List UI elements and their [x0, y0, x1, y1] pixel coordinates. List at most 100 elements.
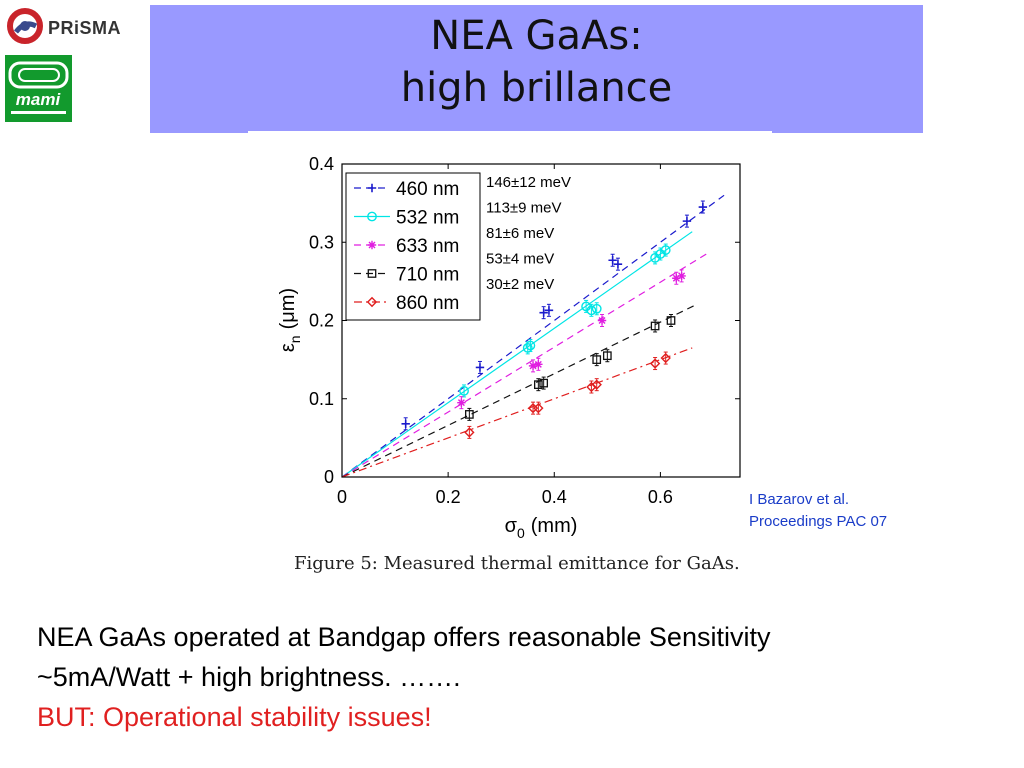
- citation: I Bazarov et al. Proceedings PAC 07: [749, 489, 887, 533]
- square-marker: [367, 269, 377, 278]
- plus-marker: [608, 256, 617, 265]
- square-marker: [592, 355, 602, 364]
- body-line-2: ~5mA/Watt + high brightness. …….: [37, 662, 461, 692]
- plus-marker: [613, 259, 623, 269]
- body-text: NEA GaAs operated at Bandgap offers reas…: [37, 617, 770, 737]
- x-tick-label: 0.2: [436, 487, 461, 507]
- plus-marker: [539, 308, 548, 317]
- mami-logo-text: mami: [16, 90, 62, 109]
- plus-marker: [682, 216, 692, 226]
- circle-marker: [522, 342, 533, 353]
- energy-label: 53±4 meV: [486, 251, 554, 268]
- prisma-logo: PRiSMA: [6, 6, 131, 48]
- data-point: [539, 306, 548, 320]
- energy-label: 81±6 meV: [486, 225, 554, 242]
- plus-marker: [544, 306, 554, 315]
- y-tick-label: 0.4: [309, 154, 334, 174]
- x-axis-label: σ0 (mm): [505, 515, 578, 541]
- data-point: [660, 243, 671, 257]
- data-point: [533, 401, 544, 415]
- data-point: [698, 200, 708, 214]
- data-point: [591, 378, 602, 392]
- data-point: [464, 425, 475, 439]
- y-tick-label: 0.1: [309, 389, 334, 409]
- data-point: [401, 417, 410, 431]
- fit-lines: [341, 194, 725, 478]
- body-line-1: NEA GaAs operated at Bandgap offers reas…: [37, 622, 771, 652]
- circle-marker: [525, 340, 536, 351]
- circle-marker: [586, 305, 597, 316]
- data-point: [649, 357, 661, 371]
- energy-label: 113±9 meV: [486, 200, 562, 217]
- data-point: [592, 353, 602, 367]
- star-marker: [457, 398, 466, 407]
- diamond-marker: [660, 352, 671, 364]
- plus-marker: [367, 183, 377, 193]
- data-point: [528, 359, 538, 373]
- data-point: [465, 407, 474, 421]
- diamond-marker: [366, 296, 378, 308]
- title-line-2: high brillance: [400, 65, 673, 111]
- data-point: [597, 314, 607, 327]
- y-tick-label: 0.3: [309, 232, 334, 252]
- diamond-marker: [533, 402, 544, 414]
- legend-label: 710 nm: [396, 265, 459, 286]
- data-point: [666, 314, 676, 327]
- energy-label: 146±12 meV: [486, 174, 571, 191]
- prisma-swirl-icon: [7, 8, 43, 44]
- legend-label: 460 nm: [396, 179, 459, 200]
- x-tick-label: 0.6: [648, 487, 673, 507]
- data-point: [522, 341, 533, 355]
- circle-marker: [591, 303, 602, 314]
- data-point: [672, 271, 681, 285]
- body-line-3-warning: BUT: Operational stability issues!: [37, 702, 432, 732]
- legend-box: [345, 172, 481, 321]
- title-line-1: NEA GaAs:: [430, 13, 643, 59]
- data-points: [401, 200, 708, 439]
- data-point: [608, 253, 617, 267]
- data-point: [602, 349, 612, 363]
- data-point: [586, 303, 597, 317]
- figure-caption: Figure 5: Measured thermal emittance for…: [294, 553, 740, 574]
- y-tick-label: 0: [324, 467, 334, 487]
- mami-logo: mami: [5, 55, 72, 122]
- data-point: [613, 257, 623, 271]
- circle-marker: [459, 386, 469, 396]
- title-band: [150, 5, 923, 133]
- diamond-marker: [649, 358, 661, 369]
- slide-title: NEA GaAs: high brillance: [150, 10, 923, 114]
- fit-line: [341, 303, 698, 478]
- legend-label: 860 nm: [396, 293, 459, 314]
- fit-line: [341, 347, 693, 478]
- citation-line-2: Proceedings PAC 07: [749, 513, 888, 530]
- emittance-chart: 0 0.2 0.4 0.6 0 0.1 0.2 0.3 0.4 460 nm 532 nm 633 …: [240, 140, 785, 585]
- star-marker: [534, 360, 543, 369]
- diamond-marker: [591, 379, 602, 390]
- data-point: [459, 384, 469, 398]
- plus-marker: [698, 202, 708, 212]
- square-marker: [602, 351, 612, 361]
- star-marker: [597, 316, 607, 325]
- circle-marker: [660, 245, 671, 255]
- energy-label: 30±2 meV: [486, 276, 554, 293]
- star-marker: [367, 240, 377, 250]
- data-point: [475, 360, 485, 374]
- star-marker: [528, 361, 538, 371]
- data-point: [660, 351, 671, 365]
- data-point: [525, 339, 536, 353]
- plus-marker: [401, 419, 410, 428]
- data-point: [544, 303, 554, 317]
- x-tick-label: 0.4: [542, 487, 567, 507]
- citation-line-1: I Bazarov et al.: [749, 491, 850, 508]
- energy-labels: 146±12 meV 113±9 meV 81±6 meV 53±4 meV 30±2 …: [486, 174, 571, 293]
- mami-logo-icon: mami: [8, 61, 69, 114]
- legend: 460 nm 532 nm 633 nm 710 nm 860 nm: [354, 179, 459, 314]
- plus-marker: [475, 363, 485, 372]
- square-marker: [650, 321, 660, 331]
- square-marker: [465, 410, 474, 419]
- x-tick-label: 0: [337, 487, 347, 507]
- axis-ticks: 0 0.2 0.4 0.6 0 0.1 0.2 0.3 0.4: [309, 154, 740, 507]
- legend-label: 532 nm: [396, 208, 459, 229]
- diamond-marker: [464, 427, 475, 438]
- data-point: [457, 396, 466, 410]
